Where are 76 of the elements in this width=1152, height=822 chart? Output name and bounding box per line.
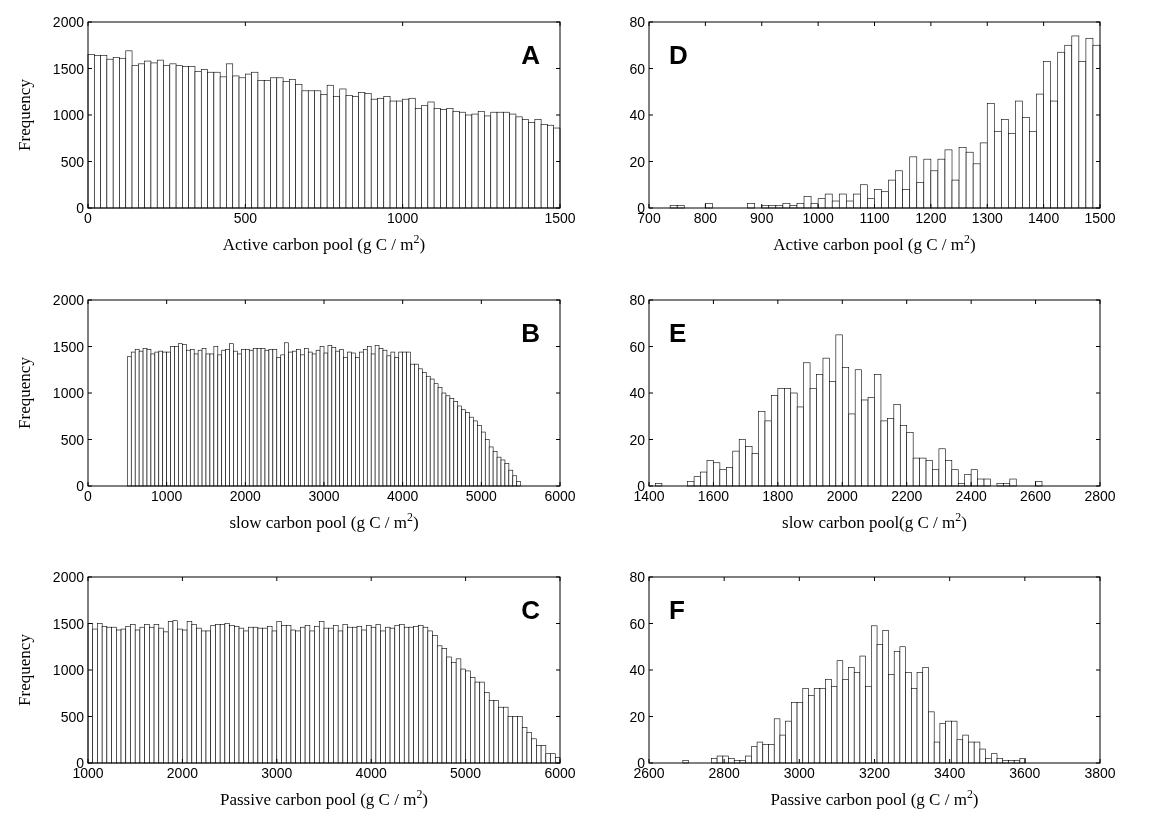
y-tick-label: 40 xyxy=(629,662,646,678)
x-axis-title: Active carbon pool (g C / m$^{2}$) xyxy=(222,232,426,254)
y-tick-label: 60 xyxy=(629,338,646,355)
x-tick-label: 1000 xyxy=(151,488,183,504)
x-axis-title: slow carbon pool(g C / m$^{2}$) xyxy=(782,510,967,532)
x-tick-label: 500 xyxy=(233,210,258,226)
y-tick-label: 1500 xyxy=(52,60,85,77)
x-tick-label: 1100 xyxy=(859,210,890,226)
x-tick-label: 800 xyxy=(693,210,718,226)
y-tick-label: 1000 xyxy=(52,385,85,401)
x-tick-label: 2000 xyxy=(166,765,199,781)
x-tick-label: 2000 xyxy=(229,488,262,504)
x-tick-label: 6000 xyxy=(544,488,576,504)
x-tick-label: 1500 xyxy=(544,210,576,226)
x-tick-label: 1000 xyxy=(802,210,834,226)
x-tick-label: 3000 xyxy=(261,765,293,781)
x-tick-label: 900 xyxy=(750,210,774,226)
y-tick-label: 80 xyxy=(629,14,646,30)
y-tick-label: 1000 xyxy=(52,107,85,123)
x-tick-label: 1600 xyxy=(697,488,730,504)
annotation: A xyxy=(521,40,541,70)
x-axis-title: slow carbon pool (g C / m$^{2}$) xyxy=(229,510,419,532)
annotation: B xyxy=(521,318,540,348)
x-axis-title: Passive carbon pool (g C / m$^{2}$) xyxy=(770,787,979,809)
x-tick-label: 2400 xyxy=(955,488,987,504)
y-tick-label: 2000 xyxy=(52,569,85,585)
annotation: D xyxy=(669,40,688,70)
y-tick-label: 40 xyxy=(629,107,646,123)
y-tick-label: 2000 xyxy=(52,292,85,308)
y-tick-label: 1000 xyxy=(52,662,85,678)
x-tick-label: 6000 xyxy=(544,765,576,781)
y-tick-label: 1500 xyxy=(52,338,85,355)
x-tick-label: 3000 xyxy=(308,488,340,504)
y-tick-label: 500 xyxy=(60,431,85,448)
x-tick-label: 3000 xyxy=(783,765,816,781)
y-tick-label: 20 xyxy=(629,153,646,170)
y-tick-label: 60 xyxy=(629,615,646,632)
y-tick-label: 20 xyxy=(629,431,646,448)
x-tick-label: 3400 xyxy=(934,765,966,781)
x-tick-label: 1000 xyxy=(387,210,419,226)
x-tick-label: 2800 xyxy=(1084,488,1116,504)
y-tick-label: 2000 xyxy=(52,14,85,30)
y-axis-title: Frequency xyxy=(15,633,34,706)
annotation: C xyxy=(521,595,541,625)
y-tick-label: 500 xyxy=(60,153,85,170)
x-tick-label: 3200 xyxy=(858,765,891,781)
x-tick-label: 1400 xyxy=(1028,210,1060,226)
x-tick-label: 4000 xyxy=(355,765,387,781)
y-axis-title: Frequency xyxy=(15,356,34,429)
x-tick-label: 1500 xyxy=(1084,210,1116,226)
x-tick-label: 2000 xyxy=(826,488,859,504)
x-tick-label: 1200 xyxy=(915,210,947,226)
x-tick-label: 5000 xyxy=(450,765,482,781)
y-tick-label: 60 xyxy=(629,60,646,77)
y-tick-label: 80 xyxy=(629,569,646,585)
y-tick-label: 1500 xyxy=(52,615,85,632)
y-tick-label: 40 xyxy=(629,385,646,401)
x-tick-label: 2800 xyxy=(708,765,740,781)
y-tick-label: 0 xyxy=(76,200,85,216)
x-axis-title: Passive carbon pool (g C / m$^{2}$) xyxy=(219,787,429,809)
annotation: E xyxy=(669,318,687,348)
y-axis-title: Frequency xyxy=(15,78,34,151)
x-tick-label: 5000 xyxy=(465,488,498,504)
x-tick-label: 2200 xyxy=(891,488,923,504)
y-tick-label: 20 xyxy=(629,708,646,725)
x-tick-label: 3800 xyxy=(1084,765,1116,781)
x-tick-label: 2600 xyxy=(1019,488,1052,504)
annotation: F xyxy=(669,595,685,625)
y-tick-label: 0 xyxy=(76,478,85,494)
x-tick-label: 1300 xyxy=(971,210,1004,226)
x-axis-title: Active carbon pool (g C / m$^{2}$) xyxy=(773,232,976,254)
y-tick-label: 80 xyxy=(629,292,646,308)
x-tick-label: 3600 xyxy=(1009,765,1041,781)
x-tick-label: 1800 xyxy=(762,488,794,504)
x-tick-label: 4000 xyxy=(387,488,419,504)
y-tick-label: 500 xyxy=(60,708,85,725)
